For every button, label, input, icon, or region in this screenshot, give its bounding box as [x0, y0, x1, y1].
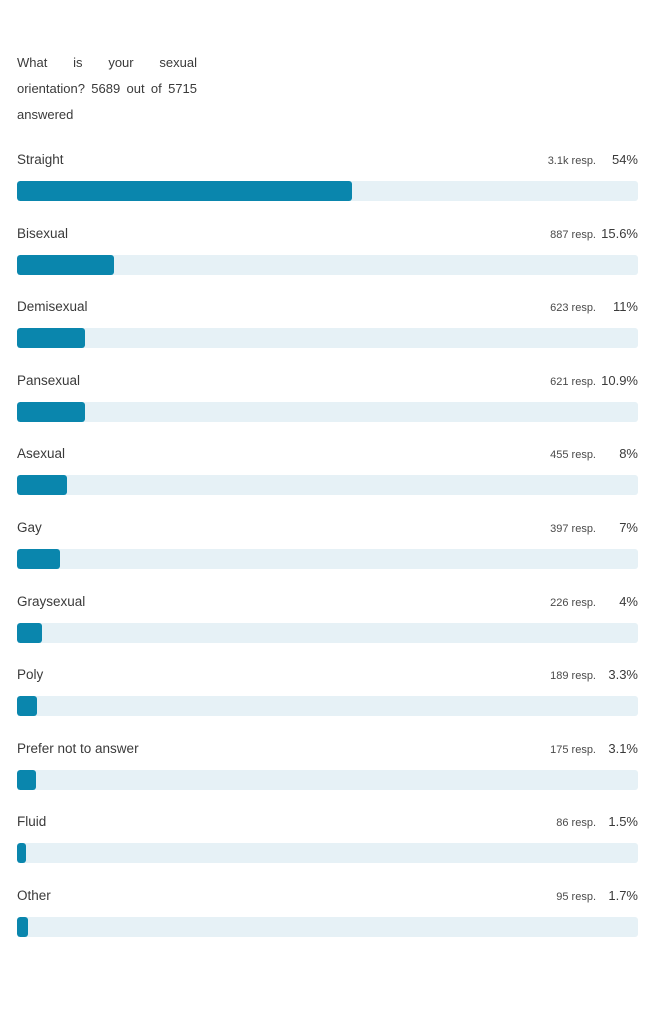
- answer-label: Demisexual: [17, 299, 88, 315]
- answer-label: Straight: [17, 152, 64, 167]
- bar-track: [17, 696, 638, 717]
- answer-row: Straight 3.1k resp. 54%: [17, 150, 638, 224]
- response-count: 95 resp.: [556, 890, 596, 903]
- bar-fill: [17, 843, 27, 864]
- response-count: 455 resp.: [550, 449, 596, 462]
- answer-row: Prefer not to answer 175 resp. 3.1%: [17, 739, 638, 813]
- bar-track: [17, 916, 638, 937]
- answer-row: Asexual 455 resp. 8%: [17, 444, 638, 518]
- bar-fill: [17, 548, 61, 569]
- bar-fill: [17, 181, 353, 201]
- bar-fill: [17, 916, 28, 937]
- answer-row: Poly 189 resp. 3.3%: [17, 665, 638, 739]
- bar-track: [17, 622, 638, 643]
- percent-label: 1.5%: [608, 814, 638, 830]
- bar-track: [17, 548, 638, 569]
- bar-fill: [17, 401, 85, 422]
- answer-label: Pansexual: [17, 372, 81, 388]
- bar-track: [17, 181, 638, 201]
- answer-label: Asexual: [17, 446, 66, 462]
- bar-track: [17, 328, 638, 349]
- percent-label: 3.3%: [608, 667, 638, 683]
- bar-fill: [17, 328, 86, 349]
- percent-label: 3.1%: [608, 740, 638, 756]
- response-count: 189 resp.: [550, 670, 596, 683]
- answer-row: Demisexual 623 resp. 11%: [17, 297, 638, 371]
- percent-label: 4%: [619, 593, 638, 609]
- response-count: 397 resp.: [550, 522, 596, 535]
- answer-label: Graysexual: [17, 593, 86, 609]
- bar-fill: [17, 475, 67, 496]
- answer-label: Prefer not to answer: [17, 740, 139, 756]
- response-count: 3.1k resp.: [547, 155, 596, 167]
- percent-label: 54%: [611, 152, 638, 167]
- bar-fill: [17, 769, 37, 790]
- answer-list: Straight 3.1k resp. 54% Bisexual 887 resp. 15…: [17, 150, 638, 960]
- question-text: What is your sexual orientation? 5689 ou…: [17, 55, 197, 122]
- bar-track: [17, 254, 638, 275]
- answer-label: Poly: [17, 667, 44, 683]
- bar-track: [17, 401, 638, 422]
- answer-label: Bisexual: [17, 225, 69, 241]
- answer-row: Other 95 resp. 1.7%: [17, 886, 638, 960]
- response-count: 887 resp.: [550, 228, 596, 241]
- answer-row: Bisexual 887 resp. 15.6%: [17, 224, 638, 298]
- percent-label: 11%: [612, 299, 638, 315]
- response-count: 621 resp.: [550, 375, 596, 388]
- answer-label: Fluid: [17, 814, 47, 830]
- bar-fill: [17, 254, 114, 275]
- percent-label: 7%: [619, 519, 638, 535]
- response-count: 86 resp.: [556, 817, 596, 830]
- percent-label: 15.6%: [601, 225, 638, 241]
- answer-row: Graysexual 226 resp. 4%: [17, 592, 638, 666]
- bar-track: [17, 843, 638, 864]
- percent-label: 10.9%: [601, 372, 638, 388]
- response-count: 175 resp.: [550, 743, 596, 756]
- response-count: 226 resp.: [550, 596, 596, 609]
- percent-label: 1.7%: [608, 887, 638, 903]
- bar-fill: [17, 696, 38, 717]
- bar-fill: [17, 622, 42, 643]
- bar-track: [17, 769, 638, 790]
- bar-track: [17, 475, 638, 496]
- answer-label: Gay: [17, 519, 42, 535]
- answer-row: Pansexual 621 resp. 10.9%: [17, 371, 638, 445]
- percent-label: 8%: [619, 446, 638, 462]
- answer-label: Other: [17, 887, 51, 903]
- response-count: 623 resp.: [550, 302, 596, 315]
- answer-row: Fluid 86 resp. 1.5%: [17, 812, 638, 886]
- answer-row: Gay 397 resp. 7%: [17, 518, 638, 592]
